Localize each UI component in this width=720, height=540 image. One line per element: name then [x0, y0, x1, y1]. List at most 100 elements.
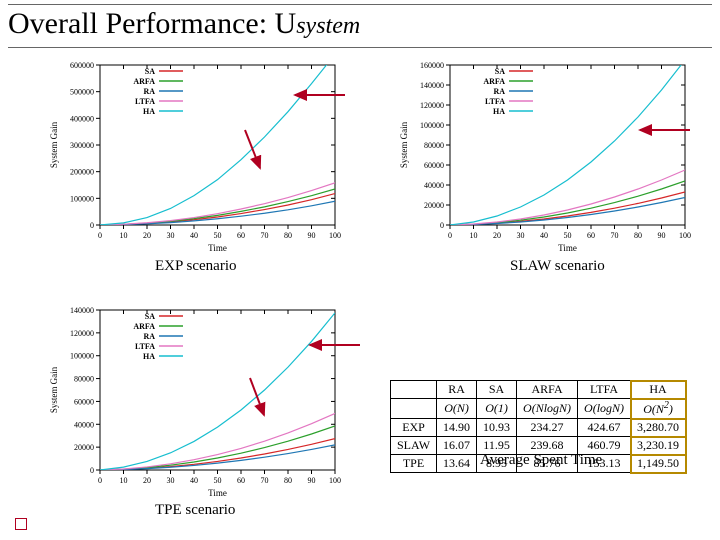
page-title-bar: Overall Performance: Usystem	[8, 4, 712, 48]
svg-text:70: 70	[261, 476, 269, 485]
table-bigO: O(logN)	[578, 399, 631, 419]
svg-text:0: 0	[440, 221, 444, 230]
svg-text:80000: 80000	[74, 375, 94, 384]
table-cell: 460.79	[578, 437, 631, 455]
page-title-subscript: system	[296, 13, 360, 39]
svg-text:20: 20	[143, 231, 151, 240]
svg-text:400000: 400000	[70, 114, 94, 123]
svg-text:120000: 120000	[420, 101, 444, 110]
svg-text:70: 70	[611, 231, 619, 240]
chart-slaw: 0102030405060708090100020000400006000080…	[395, 55, 695, 255]
table-header: ARFA	[517, 381, 578, 399]
svg-text:0: 0	[90, 466, 94, 475]
table-cell: EXP	[391, 419, 437, 437]
table-bigO	[391, 399, 437, 419]
svg-text:ARFA: ARFA	[483, 77, 505, 86]
svg-text:120000: 120000	[70, 329, 94, 338]
table-cell: 3,280.70	[631, 419, 686, 437]
table-cell: TPE	[391, 455, 437, 473]
svg-text:40: 40	[190, 231, 198, 240]
caption-tpe: TPE scenario	[155, 502, 235, 519]
svg-text:RA: RA	[493, 87, 505, 96]
table-bigO: O(1)	[477, 399, 517, 419]
chart-tpe: 0102030405060708090100020000400006000080…	[45, 300, 345, 500]
table-cell: 16.07	[437, 437, 477, 455]
table-cell: 239.68	[517, 437, 578, 455]
svg-text:80: 80	[634, 231, 642, 240]
chart-exp: 0102030405060708090100010000020000030000…	[45, 55, 345, 255]
svg-text:140000: 140000	[70, 306, 94, 315]
svg-text:40000: 40000	[424, 181, 444, 190]
table-cell: 10.93	[477, 419, 517, 437]
svg-text:System Gain: System Gain	[399, 121, 409, 168]
svg-text:RA: RA	[143, 87, 155, 96]
table-header: HA	[631, 381, 686, 399]
svg-text:System Gain: System Gain	[49, 366, 59, 413]
table-bigO: O(N2)	[631, 399, 686, 419]
svg-text:100000: 100000	[70, 194, 94, 203]
table-bigO: O(NlogN)	[517, 399, 578, 419]
table-header: RA	[437, 381, 477, 399]
svg-text:10: 10	[120, 476, 128, 485]
table-cell: 8.95	[477, 455, 517, 473]
svg-text:40: 40	[190, 476, 198, 485]
svg-text:60: 60	[587, 231, 595, 240]
svg-text:SA: SA	[145, 312, 155, 321]
svg-text:60: 60	[237, 476, 245, 485]
svg-text:90: 90	[658, 231, 666, 240]
svg-text:LTFA: LTFA	[485, 97, 505, 106]
svg-text:70: 70	[261, 231, 269, 240]
table-cell: 234.27	[517, 419, 578, 437]
svg-text:500000: 500000	[70, 88, 94, 97]
svg-text:Time: Time	[208, 243, 227, 253]
svg-text:HA: HA	[143, 107, 155, 116]
svg-text:100: 100	[679, 231, 691, 240]
svg-text:10: 10	[120, 231, 128, 240]
svg-text:RA: RA	[143, 332, 155, 341]
svg-text:10: 10	[470, 231, 478, 240]
svg-text:System Gain: System Gain	[49, 121, 59, 168]
svg-text:Time: Time	[558, 243, 577, 253]
svg-text:20000: 20000	[424, 201, 444, 210]
svg-text:600000: 600000	[70, 61, 94, 70]
svg-text:20: 20	[493, 231, 501, 240]
caption-exp: EXP scenario	[155, 258, 237, 275]
caption-slaw: SLAW scenario	[510, 258, 605, 275]
table-cell: 153.13	[578, 455, 631, 473]
svg-text:80000: 80000	[424, 141, 444, 150]
svg-text:200000: 200000	[70, 168, 94, 177]
svg-text:50: 50	[214, 476, 222, 485]
table-header	[391, 381, 437, 399]
table-cell: 14.90	[437, 419, 477, 437]
svg-text:0: 0	[98, 231, 102, 240]
svg-text:90: 90	[308, 231, 316, 240]
table-cell: SLAW	[391, 437, 437, 455]
svg-text:100000: 100000	[420, 121, 444, 130]
svg-text:LTFA: LTFA	[135, 342, 155, 351]
svg-text:90: 90	[308, 476, 316, 485]
svg-text:HA: HA	[493, 107, 505, 116]
table-header: SA	[477, 381, 517, 399]
svg-text:20000: 20000	[74, 443, 94, 452]
table-cell: 1,149.50	[631, 455, 686, 473]
svg-text:HA: HA	[143, 352, 155, 361]
complexity-table: RASAARFALTFAHAO(N)O(1)O(NlogN)O(logN)O(N…	[390, 380, 686, 473]
svg-text:30: 30	[517, 231, 525, 240]
svg-text:ARFA: ARFA	[133, 322, 155, 331]
svg-text:50: 50	[564, 231, 572, 240]
svg-text:0: 0	[98, 476, 102, 485]
svg-text:50: 50	[214, 231, 222, 240]
svg-text:30: 30	[167, 231, 175, 240]
svg-text:80: 80	[284, 231, 292, 240]
svg-text:20: 20	[143, 476, 151, 485]
complexity-table-inner: RASAARFALTFAHAO(N)O(1)O(NlogN)O(logN)O(N…	[390, 380, 686, 473]
table-cell: 3,230.19	[631, 437, 686, 455]
table-cell: 11.95	[477, 437, 517, 455]
svg-text:80: 80	[284, 476, 292, 485]
svg-text:140000: 140000	[420, 81, 444, 90]
table-bigO: O(N)	[437, 399, 477, 419]
svg-text:40: 40	[540, 231, 548, 240]
footer-marker-icon	[15, 518, 27, 530]
svg-text:ARFA: ARFA	[133, 77, 155, 86]
svg-text:60000: 60000	[424, 161, 444, 170]
